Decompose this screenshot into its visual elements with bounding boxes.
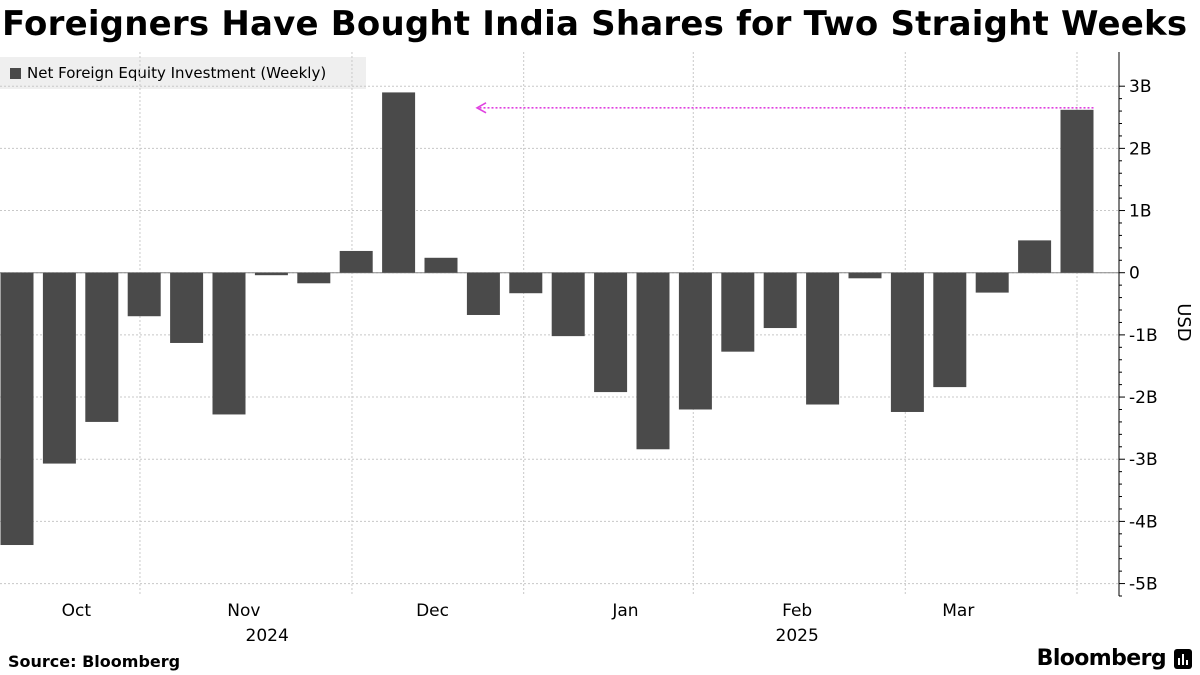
x-axis-labels: Oct Nov Dec Jan Feb Mar 2024 2025 [62,601,975,646]
y-tick-label: -2B [1129,388,1158,408]
source-note: Source: Bloomberg [8,652,181,671]
y-axis: 3B 2B 1B 0 -1B -2B -3B -4B -5B USD [1118,52,1194,597]
annotation-layer [475,102,1094,114]
bar [848,272,882,279]
bar [1018,240,1052,273]
bar [678,272,712,410]
y-tick-label: 3B [1129,77,1151,97]
legend-label: Net Foreign Equity Investment (Weekly) [27,64,327,82]
bloomberg-logo: Bloomberg [1037,646,1192,671]
bar [890,272,924,412]
bar [636,272,670,450]
bar [806,272,840,405]
bar [254,272,288,276]
bar [763,272,797,329]
x-month-label: Jan [611,601,638,621]
bar [339,250,373,273]
x-month-label: Oct [62,601,92,621]
bar [212,272,246,415]
y-tick-label: 0 [1129,264,1140,284]
bar [42,272,76,464]
bar [424,257,458,273]
bar [1060,109,1094,273]
x-month-label: Feb [782,601,812,621]
bar [466,272,500,315]
bar [975,272,1009,293]
y-tick-label: -4B [1129,512,1158,532]
y-tick-label: 1B [1129,202,1151,222]
bar [85,272,119,422]
y-tick-label: -1B [1129,326,1158,346]
bar [551,272,585,337]
bar [721,272,755,352]
brand-wordmark: Bloomberg [1036,646,1167,671]
legend-swatch [10,67,21,79]
bar [933,272,967,388]
annotation-arrow-head [475,102,487,114]
y-tick-label: -3B [1129,450,1158,470]
bar [0,272,34,546]
bar [170,272,204,343]
bar [509,272,543,294]
y-tick-label: 2B [1129,139,1151,159]
x-year-label: 2024 [246,626,289,646]
x-month-label: Mar [942,601,974,621]
legend: Net Foreign Equity Investment (Weekly) [0,57,366,89]
terminal-icon [1174,648,1192,669]
y-tick-label: -5B [1129,575,1158,595]
bar [594,272,628,393]
bar [127,272,161,317]
y-axis-title: USD [1173,303,1194,341]
bar-series [0,92,1094,546]
bar [297,272,331,284]
x-month-label: Nov [227,601,260,621]
x-month-label: Dec [416,601,449,621]
chart-title: Foreigners Have Bought India Shares for … [2,4,1188,44]
bar [382,92,416,273]
x-year-label: 2025 [776,626,819,646]
